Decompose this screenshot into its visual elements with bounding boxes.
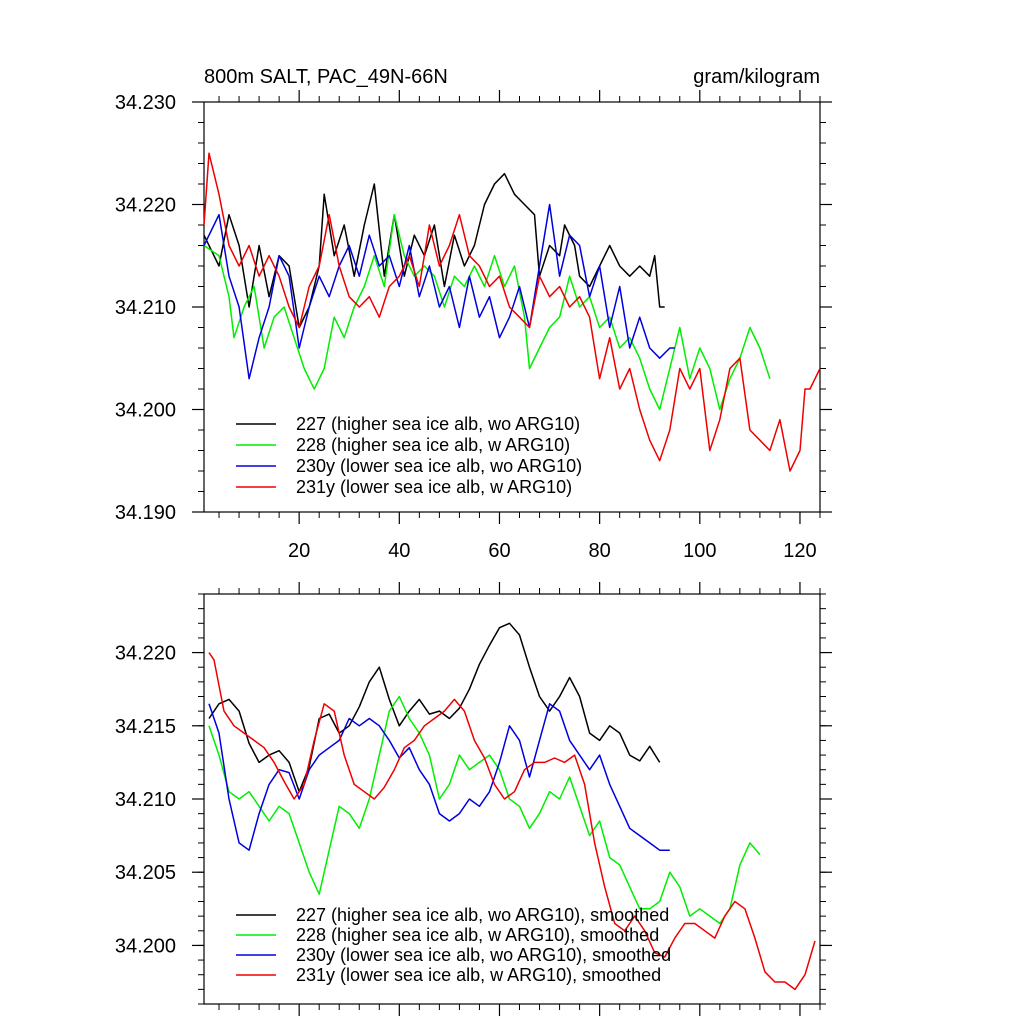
bottom-panel: 34.200 34.205 34.210 34.215 34.220 227 (high… <box>115 582 832 1016</box>
top-series <box>203 152 821 472</box>
y-tick-label: 34.220 <box>115 643 176 665</box>
x-tick-label: 120 <box>783 540 816 562</box>
legend-label: 227 (higher sea ice alb, wo ARG10), smoo… <box>296 905 669 925</box>
bottom-legend: 227 (higher sea ice alb, wo ARG10), smoo… <box>236 905 671 985</box>
series-line-3 <box>203 152 821 472</box>
x-tick-label: 20 <box>288 540 310 562</box>
legend-label: 231y (lower sea ice alb, w ARG10) <box>296 477 572 497</box>
x-tick-label: 60 <box>488 540 510 562</box>
top-panel: 800m SALT, PAC_49N-66N gram/kilogram 20 4… <box>115 66 832 562</box>
bottom-ticks: 34.200 34.205 34.210 34.215 34.220 <box>115 582 832 1016</box>
top-panel-title: 800m SALT, PAC_49N-66N <box>204 66 448 88</box>
y-tick-label: 34.205 <box>115 862 176 884</box>
y-tick-label: 34.210 <box>115 789 176 811</box>
series-line-3 <box>208 652 816 991</box>
top-legend: 227 (higher sea ice alb, wo ARG10)228 (h… <box>236 414 582 497</box>
series-line-0 <box>203 172 665 329</box>
y-tick-label: 34.215 <box>115 716 176 738</box>
y-tick-label: 34.220 <box>115 195 176 217</box>
y-tick-label: 34.230 <box>115 92 176 114</box>
top-panel-units: gram/kilogram <box>693 66 820 88</box>
series-line-2 <box>203 203 675 380</box>
y-tick-label: 34.200 <box>115 400 176 422</box>
legend-label: 230y (lower sea ice alb, wo ARG10), smoo… <box>296 945 671 965</box>
legend-label: 230y (lower sea ice alb, wo ARG10) <box>296 456 582 476</box>
x-tick-label: 40 <box>388 540 410 562</box>
y-tick-label: 34.190 <box>115 502 176 524</box>
bottom-series <box>208 622 816 991</box>
x-tick-label: 100 <box>683 540 716 562</box>
legend-label: 228 (higher sea ice alb, w ARG10) <box>296 435 570 455</box>
y-tick-label: 34.210 <box>115 297 176 319</box>
top-ticks: 20 40 60 80 100 120 34.190 34.200 34.210 34.220 34… <box>115 90 832 562</box>
y-tick-label: 34.200 <box>115 935 176 957</box>
x-tick-label: 80 <box>589 540 611 562</box>
series-line-2 <box>208 703 670 851</box>
legend-label: 231y (lower sea ice alb, w ARG10), smoot… <box>296 965 661 985</box>
series-line-0 <box>208 622 661 793</box>
legend-label: 228 (higher sea ice alb, w ARG10), smoot… <box>296 925 659 945</box>
legend-label: 227 (higher sea ice alb, wo ARG10) <box>296 414 580 434</box>
series-line-1 <box>208 695 761 925</box>
